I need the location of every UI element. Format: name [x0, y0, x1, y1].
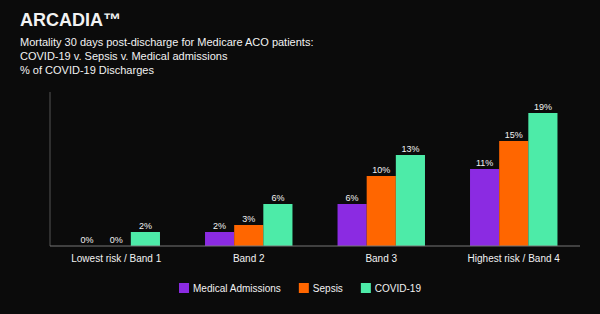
legend-item: Medical Admissions: [179, 283, 281, 294]
annotation: ARCADIA™: [20, 10, 121, 30]
x-tick-label: Band 3: [365, 253, 397, 264]
legend: Medical Admissions Sepsis COVID-19: [179, 283, 421, 294]
legend-item: COVID-19: [361, 283, 422, 294]
bar: [396, 155, 425, 246]
data-label: 2%: [213, 221, 226, 231]
bar: [205, 232, 234, 246]
x-tick-label: Band 2: [233, 253, 265, 264]
bar: [131, 232, 160, 246]
data-label: 15%: [505, 130, 523, 140]
background: [0, 0, 600, 314]
legend-swatch: [299, 283, 309, 293]
bar: [338, 204, 367, 246]
x-axis-line: [50, 246, 580, 247]
data-label: 13%: [401, 144, 419, 154]
data-label: 6%: [346, 193, 359, 203]
data-label: 19%: [534, 102, 552, 112]
data-label: 0%: [81, 235, 94, 245]
bar: [499, 141, 528, 246]
legend-item: Sepsis: [299, 283, 343, 294]
legend-label: Sepsis: [313, 283, 343, 294]
bar: [263, 204, 292, 246]
bar: [470, 169, 499, 246]
data-label: 6%: [271, 193, 284, 203]
legend-label: COVID-19: [375, 283, 422, 294]
data-label: 0%: [110, 235, 123, 245]
data-label: 2%: [139, 221, 152, 231]
data-label: 3%: [242, 214, 255, 224]
legend-swatch: [179, 283, 189, 293]
data-label: 10%: [372, 165, 390, 175]
x-tick-label: Highest risk / Band 4: [468, 253, 561, 264]
title: Mortality 30 days post-discharge for Med…: [20, 36, 313, 76]
legend-swatch: [361, 283, 371, 293]
bar: [528, 113, 557, 246]
x-tick-label: Lowest risk / Band 1: [71, 253, 161, 264]
bar: [234, 225, 263, 246]
data-label: 11%: [476, 158, 493, 168]
data-labels: 0% 2% 6% 11% 0% 3% 10% 15% 2% 6% 13% 19%: [81, 102, 552, 245]
bar: [367, 176, 396, 246]
bars: [131, 113, 558, 246]
y-axis-line: [50, 92, 51, 246]
legend-label: Medical Admissions: [193, 283, 281, 294]
